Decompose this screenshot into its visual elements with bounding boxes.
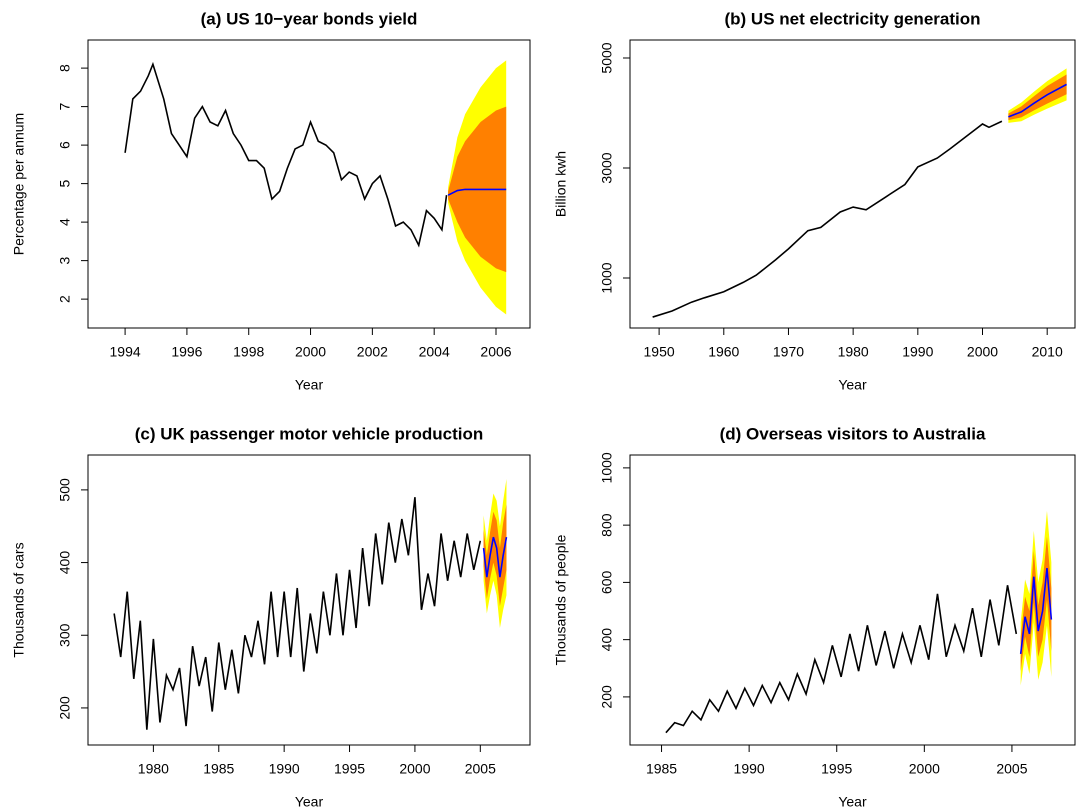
y-tick-label: 1000 — [599, 452, 615, 483]
series-line — [113, 497, 482, 730]
y-axis-label: Percentage per annum — [11, 113, 27, 255]
x-axis-label: Year — [838, 377, 867, 393]
y-tick-label: 3 — [57, 257, 73, 265]
y-tick-label: 500 — [57, 478, 73, 502]
x-tick-label: 2000 — [399, 761, 430, 777]
y-tick-label: 5000 — [599, 42, 615, 73]
x-tick-label: 2005 — [996, 761, 1027, 777]
plot-frame — [629, 39, 1076, 329]
chart-title: (b) US net electricity generation — [725, 9, 981, 28]
y-tick-label: 300 — [57, 623, 73, 647]
x-axis-label: Year — [838, 794, 867, 810]
forecast-line — [447, 188, 507, 196]
forecast-line — [1019, 567, 1053, 655]
x-tick-label: 1950 — [644, 344, 675, 360]
forecast-band — [1008, 74, 1067, 121]
x-tick-label: 2000 — [295, 344, 326, 360]
plot-frame — [629, 454, 1076, 746]
y-tick-label: 3000 — [599, 152, 615, 183]
x-tick-label: 1980 — [138, 761, 169, 777]
y-tick-label: 1000 — [599, 262, 615, 293]
y-tick-label: 200 — [599, 685, 615, 709]
y-tick-label: 8 — [57, 64, 73, 72]
series-line — [665, 585, 1018, 734]
x-tick-label: 1990 — [734, 761, 765, 777]
y-tick-label: 600 — [599, 571, 615, 595]
y-axis-label: Thousands of people — [553, 534, 569, 665]
forecast-band — [483, 504, 507, 607]
x-tick-label: 1970 — [773, 344, 804, 360]
y-tick-label: 200 — [57, 696, 73, 720]
forecast-line — [1008, 83, 1067, 118]
x-axis-label: Year — [295, 794, 324, 810]
x-tick-label: 1985 — [646, 761, 677, 777]
x-tick-label: 1996 — [171, 344, 202, 360]
x-tick-label: 1998 — [233, 344, 264, 360]
x-tick-label: 1990 — [902, 344, 933, 360]
chart-title: (c) UK passenger motor vehicle productio… — [135, 424, 484, 443]
x-tick-label: 1995 — [334, 761, 365, 777]
x-tick-label: 2010 — [1032, 344, 1063, 360]
x-tick-label: 2002 — [357, 344, 388, 360]
x-tick-label: 2004 — [419, 344, 450, 360]
forecast-line — [482, 536, 508, 578]
y-tick-label: 400 — [599, 628, 615, 652]
x-tick-label: 2005 — [465, 761, 496, 777]
x-tick-label: 1985 — [203, 761, 234, 777]
y-tick-label: 400 — [57, 551, 73, 575]
x-tick-label: 1995 — [821, 761, 852, 777]
x-tick-label: 2006 — [480, 344, 511, 360]
chart-title: (a) US 10−year bonds yield — [201, 9, 418, 28]
y-tick-label: 7 — [57, 103, 73, 111]
y-axis-label: Billion kwh — [553, 151, 569, 217]
y-tick-label: 800 — [599, 513, 615, 537]
x-tick-label: 1960 — [708, 344, 739, 360]
x-tick-label: 2000 — [909, 761, 940, 777]
y-tick-label: 4 — [57, 218, 73, 226]
x-tick-label: 1990 — [269, 761, 300, 777]
y-axis-label: Thousands of cars — [11, 542, 27, 657]
y-tick-label: 2 — [57, 295, 73, 303]
y-tick-label: 5 — [57, 180, 73, 188]
plot-frame — [87, 454, 531, 746]
y-tick-label: 6 — [57, 141, 73, 149]
x-tick-label: 2000 — [967, 344, 998, 360]
x-axis-label: Year — [295, 377, 324, 393]
series-line — [124, 61, 448, 248]
x-tick-label: 1994 — [110, 344, 141, 360]
chart-title: (d) Overseas visitors to Australia — [720, 424, 986, 443]
series-line — [652, 120, 1003, 318]
x-tick-label: 1980 — [838, 344, 869, 360]
